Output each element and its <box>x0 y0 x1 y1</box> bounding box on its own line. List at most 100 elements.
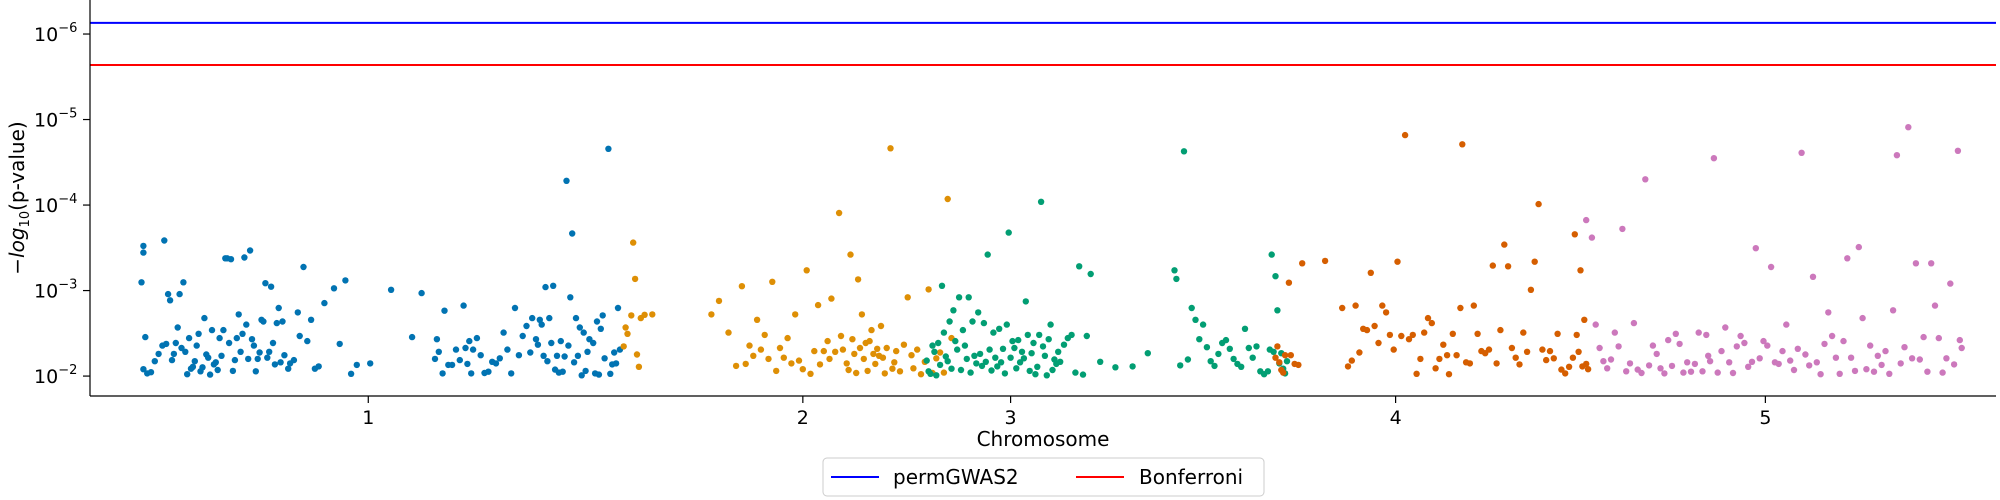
data-point <box>1504 263 1512 270</box>
data-point <box>233 334 240 342</box>
data-point <box>582 367 589 375</box>
data-point <box>578 372 585 379</box>
data-point <box>1886 370 1893 377</box>
data-point <box>1417 355 1424 363</box>
data-point <box>881 370 888 377</box>
data-point <box>910 365 917 372</box>
data-point <box>630 239 637 246</box>
data-point <box>1013 365 1020 372</box>
data-point <box>563 177 570 184</box>
data-point <box>580 329 587 336</box>
data-point <box>567 294 574 301</box>
data-point <box>367 360 374 367</box>
data-point <box>940 329 948 336</box>
data-point <box>574 352 582 359</box>
data-point <box>1790 366 1798 374</box>
data-point <box>1344 363 1352 370</box>
data-point <box>500 329 507 336</box>
data-point <box>1249 354 1256 361</box>
data-point <box>963 355 970 363</box>
legend-frame <box>822 457 1265 497</box>
data-point <box>999 345 1007 352</box>
data-point <box>1295 361 1302 369</box>
data-point <box>576 324 583 331</box>
data-point <box>843 360 850 367</box>
data-point <box>477 352 484 359</box>
data-point <box>1398 332 1405 340</box>
data-point <box>1207 358 1214 365</box>
data-point <box>1575 348 1582 355</box>
data-point <box>1253 343 1260 350</box>
data-point <box>1676 340 1683 348</box>
data-point <box>195 330 202 337</box>
data-point <box>1264 368 1272 375</box>
data-point <box>1485 346 1493 353</box>
data-point <box>1180 148 1188 155</box>
data-point <box>1445 371 1453 378</box>
data-point <box>839 346 847 353</box>
data-point <box>944 195 951 203</box>
data-point <box>267 283 275 290</box>
data-point <box>1390 346 1397 353</box>
data-point <box>1459 141 1466 148</box>
data-point <box>252 368 259 375</box>
data-point <box>216 334 223 342</box>
data-point <box>1615 343 1622 350</box>
data-point <box>1600 358 1607 365</box>
data-point <box>147 369 155 376</box>
data-point <box>448 361 456 369</box>
data-point <box>1855 243 1863 251</box>
data-point <box>1531 258 1538 265</box>
x-tick-label: 3 <box>1005 407 1017 429</box>
data-point <box>140 366 147 373</box>
y-tick-label: 10−4 <box>34 192 77 217</box>
y-axis-label-suffix: (p-value) <box>5 121 29 211</box>
data-point <box>1931 302 1939 309</box>
data-point <box>1045 336 1052 343</box>
data-point <box>849 336 856 343</box>
data-point <box>765 355 772 363</box>
data-point <box>142 333 149 341</box>
data-point <box>990 329 997 336</box>
data-point <box>900 341 908 348</box>
y-axis-label-log: log <box>5 227 29 258</box>
data-point <box>285 365 292 372</box>
data-point <box>184 371 191 378</box>
data-point <box>1230 355 1237 363</box>
data-point <box>1729 369 1737 377</box>
data-point <box>1192 316 1199 323</box>
data-point <box>975 309 982 316</box>
data-point <box>649 311 656 318</box>
data-point <box>1409 331 1417 339</box>
data-point <box>1604 365 1611 372</box>
data-point <box>570 359 578 366</box>
data-point <box>1571 231 1579 238</box>
data-point <box>271 361 279 368</box>
data-point <box>904 294 911 301</box>
data-point <box>1718 347 1725 355</box>
data-point <box>1695 329 1702 336</box>
data-point <box>460 302 467 309</box>
data-point <box>986 346 993 353</box>
data-point <box>536 316 543 323</box>
data-point <box>300 263 307 271</box>
data-point <box>944 358 951 365</box>
data-point <box>559 368 566 375</box>
data-point <box>214 366 221 374</box>
data-point <box>938 282 946 289</box>
data-point <box>1339 304 1346 312</box>
data-point <box>565 342 572 349</box>
data-point <box>753 316 761 323</box>
data-point <box>866 337 873 345</box>
data-point <box>176 290 183 298</box>
data-point <box>435 348 442 355</box>
data-point <box>433 336 441 343</box>
data-point <box>1809 273 1817 280</box>
data-point <box>168 356 176 364</box>
data-point <box>1745 363 1752 370</box>
data-point <box>1584 366 1592 373</box>
data-point <box>1806 362 1813 369</box>
data-point <box>1767 263 1775 271</box>
data-point <box>1241 325 1249 332</box>
data-point <box>1874 352 1882 359</box>
